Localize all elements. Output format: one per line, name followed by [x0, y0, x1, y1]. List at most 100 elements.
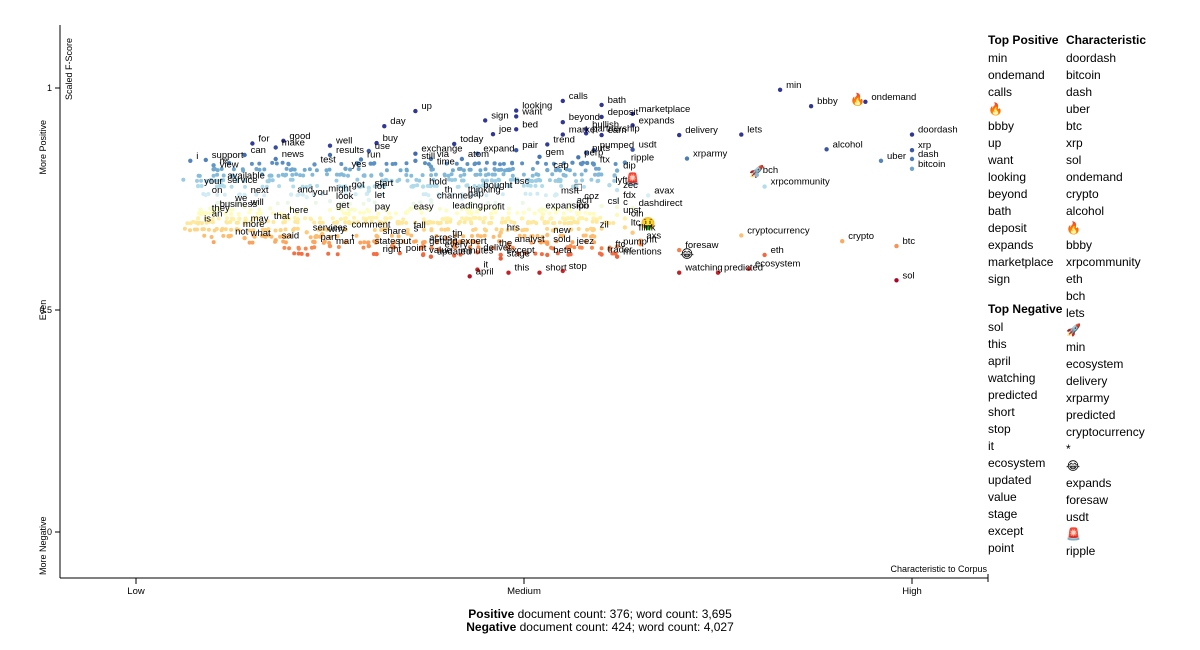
data-point[interactable]: cryptocurrency	[739, 225, 810, 238]
characteristic-item[interactable]: delivery	[1066, 374, 1108, 388]
top-negative-item[interactable]: ecosystem	[988, 456, 1046, 470]
point-dot[interactable]	[591, 227, 596, 232]
point-dot[interactable]	[320, 191, 325, 196]
data-point[interactable]: csl	[599, 196, 619, 209]
point-dot[interactable]	[777, 87, 783, 93]
characteristic-item[interactable]: *	[1066, 442, 1071, 456]
top-negative-item[interactable]: updated	[988, 473, 1032, 487]
point-dot[interactable]	[211, 207, 216, 212]
point-dot[interactable]	[576, 199, 581, 204]
characteristic-item[interactable]: doordash	[1066, 51, 1117, 65]
top-negative-item[interactable]: stage	[988, 507, 1018, 521]
data-point[interactable]: the	[490, 238, 512, 250]
data-point[interactable]: sign	[483, 110, 509, 123]
data-point[interactable]: s	[405, 224, 419, 236]
point-dot[interactable]	[506, 270, 511, 275]
data-point[interactable]: share	[374, 226, 406, 239]
data-point[interactable]: axs	[638, 231, 661, 243]
data-point[interactable]: bbby	[808, 96, 838, 109]
data-point[interactable]: ipo	[568, 201, 589, 213]
data-point[interactable]: usdt	[630, 140, 657, 152]
data-point[interactable]: april	[467, 266, 494, 279]
data-point[interactable]: exchange	[413, 144, 463, 156]
point-dot[interactable]	[591, 148, 596, 153]
data-point[interactable]: looking	[514, 101, 552, 113]
data-point[interactable]: start	[366, 178, 394, 191]
point-dot[interactable]	[203, 157, 208, 163]
data-point[interactable]: xrpcommunity	[762, 177, 830, 189]
point-dot[interactable]	[498, 252, 503, 258]
top-negative-item[interactable]: except	[988, 524, 1024, 538]
data-point[interactable]: marketplace	[630, 104, 690, 117]
data-point[interactable]: 🚨	[625, 172, 640, 186]
point-dot[interactable]	[366, 197, 371, 203]
point-dot[interactable]	[428, 164, 434, 169]
data-point[interactable]: today	[452, 134, 484, 147]
top-positive-item[interactable]: beyond	[988, 187, 1028, 201]
point-dot[interactable]	[754, 172, 759, 178]
data-point[interactable]: point	[397, 243, 427, 256]
point-dot[interactable]	[226, 200, 232, 206]
point-dot[interactable]	[281, 212, 286, 218]
data-point[interactable]: hrs	[498, 223, 521, 235]
point-dot[interactable]	[203, 211, 208, 216]
characteristic-item[interactable]: lets	[1066, 306, 1085, 320]
data-point[interactable]: well	[327, 136, 353, 148]
point-dot[interactable]	[677, 247, 682, 253]
data-point[interactable]: i	[188, 151, 198, 163]
data-point[interactable]: btc	[894, 236, 915, 249]
point-dot[interactable]	[436, 192, 441, 197]
point-dot[interactable]	[560, 132, 565, 137]
data-point[interactable]: deliver	[475, 242, 511, 255]
data-point[interactable]: avax	[646, 185, 675, 198]
top-negative-item[interactable]: sol	[988, 320, 1004, 334]
point-dot[interactable]	[420, 243, 426, 249]
point-dot[interactable]	[614, 204, 620, 210]
data-point[interactable]: on	[203, 185, 223, 198]
point-dot[interactable]	[599, 132, 604, 138]
point-dot[interactable]	[591, 162, 596, 167]
point-dot[interactable]	[638, 242, 643, 247]
data-point[interactable]: easy	[405, 201, 434, 214]
point-dot[interactable]	[327, 207, 333, 213]
data-point[interactable]: cap	[545, 160, 569, 173]
characteristic-item[interactable]: crypto	[1066, 187, 1099, 201]
top-negative-item[interactable]: april	[988, 354, 1011, 368]
data-point[interactable]: 🔥	[850, 93, 865, 107]
data-point[interactable]: ltc	[622, 217, 641, 230]
point-dot[interactable]	[420, 184, 426, 189]
data-point[interactable]: 😂	[680, 247, 694, 261]
point-dot[interactable]	[273, 156, 278, 162]
point-dot[interactable]	[583, 150, 589, 155]
data-point[interactable]: predicted	[715, 263, 763, 275]
data-point[interactable]: ripple	[622, 153, 654, 165]
point-dot[interactable]	[746, 266, 752, 271]
data-point[interactable]: beta	[545, 245, 573, 258]
data-point[interactable]: man	[327, 236, 355, 249]
point-dot[interactable]	[514, 127, 519, 132]
data-point[interactable]: pair	[514, 140, 538, 153]
point-dot[interactable]	[452, 253, 457, 258]
point-dot[interactable]	[242, 192, 247, 198]
data-point[interactable]: expand	[475, 144, 515, 156]
data-point[interactable]: results	[327, 145, 364, 158]
point-dot[interactable]	[273, 238, 278, 243]
data-point[interactable]: more	[234, 219, 265, 232]
data-point[interactable]: short	[537, 263, 567, 275]
point-dot[interactable]	[607, 247, 612, 252]
data-point[interactable]: news	[273, 149, 305, 162]
point-dot[interactable]	[242, 152, 247, 158]
data-point[interactable]: coz	[576, 191, 599, 204]
top-negative-item[interactable]: point	[988, 541, 1015, 555]
data-point[interactable]: day	[382, 116, 406, 129]
point-dot[interactable]	[545, 167, 550, 173]
point-dot[interactable]	[490, 245, 496, 250]
data-point[interactable]: ondemand	[863, 92, 916, 105]
data-point[interactable]: and	[289, 185, 313, 197]
data-point[interactable]: doordash	[909, 125, 958, 137]
data-point[interactable]: oin	[622, 209, 644, 221]
point-dot[interactable]	[909, 148, 915, 153]
point-dot[interactable]	[195, 221, 201, 226]
data-point[interactable]: crypto	[840, 231, 874, 244]
data-point[interactable]: new	[545, 225, 571, 238]
